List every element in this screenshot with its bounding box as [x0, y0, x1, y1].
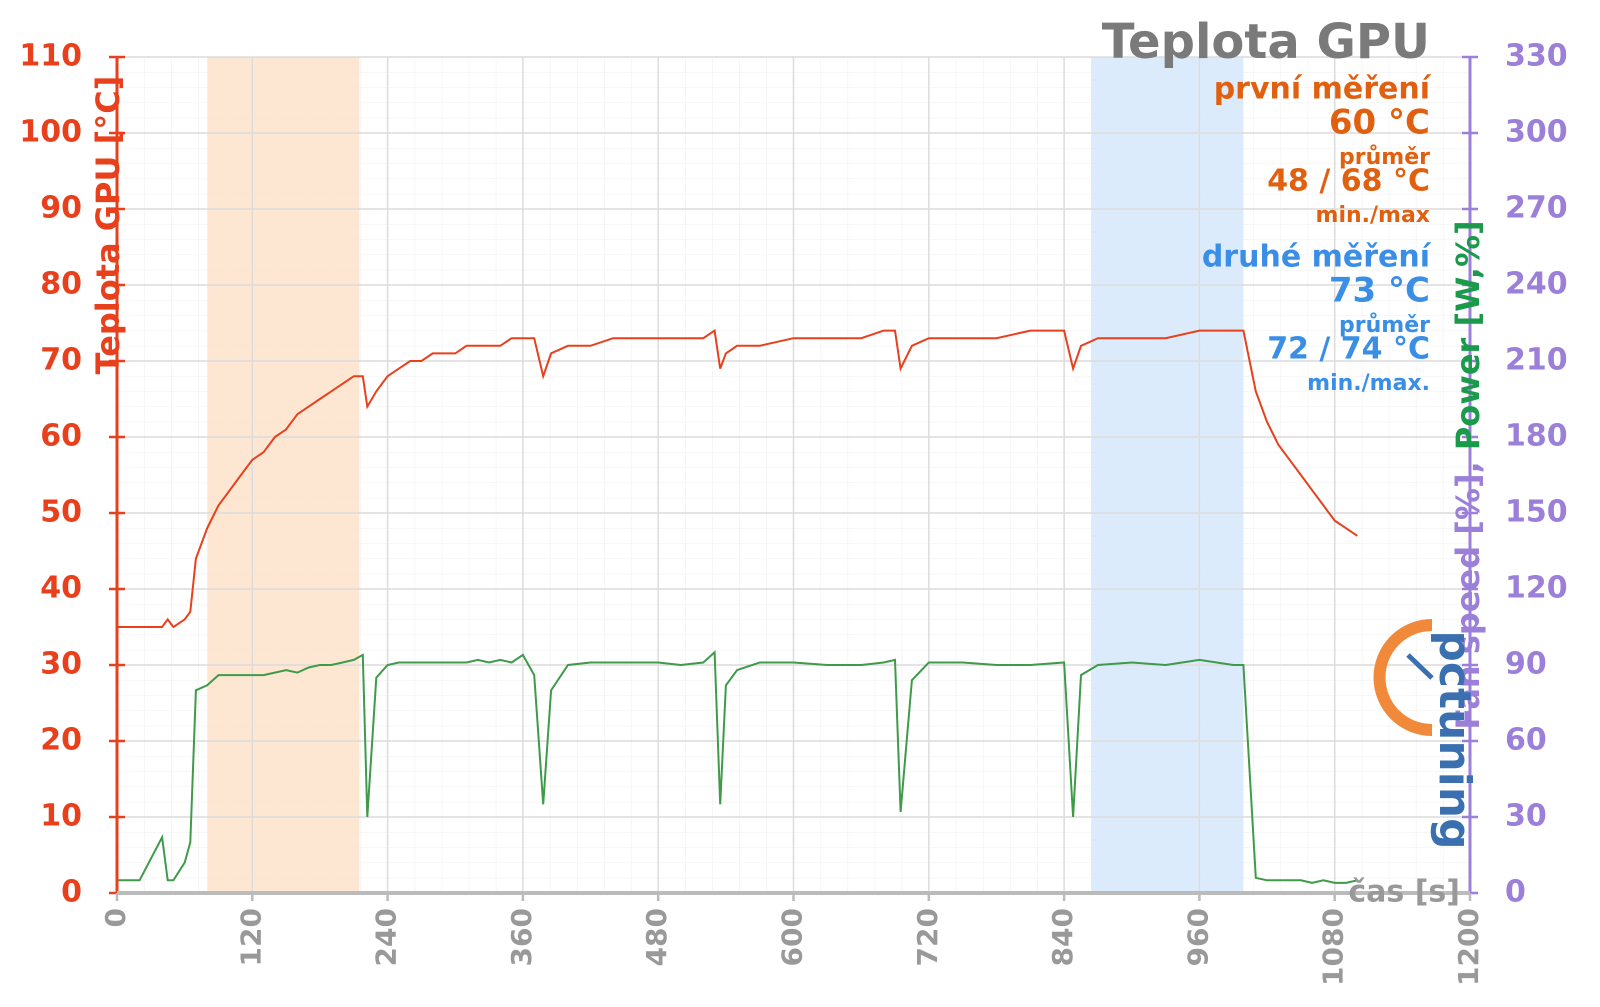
- x-axis-label: čas [s]: [1348, 875, 1460, 910]
- y2-tick-label: 240: [1505, 267, 1568, 302]
- annotation: druhé měření: [1202, 240, 1432, 275]
- y2-axis-label-part: Power [W,%]: [1449, 220, 1487, 450]
- x-tick-label: 240: [370, 908, 403, 966]
- x-tick-label: 840: [1046, 908, 1079, 966]
- x-tick-label: 360: [505, 908, 538, 966]
- y2-tick-label: 150: [1505, 495, 1568, 530]
- y-tick-label: 50: [40, 495, 82, 530]
- y-tick-label: 40: [40, 571, 82, 606]
- series-line: [117, 650, 1358, 884]
- y-tick-label: 10: [40, 799, 82, 834]
- annotation: 73 °C: [1329, 271, 1430, 311]
- y2-tick-label: 90: [1505, 647, 1547, 682]
- logo: pctuning: [1373, 619, 1480, 850]
- y-tick-label: 20: [40, 723, 82, 758]
- logo-text: pctuning: [1429, 630, 1480, 849]
- y2-tick-label: 300: [1505, 115, 1568, 150]
- y-tick-label: 0: [61, 875, 82, 910]
- series-line: [117, 328, 1358, 629]
- y-tick-label: 80: [40, 267, 82, 302]
- chart-title: Teplota GPU: [1102, 14, 1430, 70]
- y2-tick-label: 270: [1505, 191, 1568, 226]
- x-tick-label: 600: [776, 908, 809, 966]
- x-tick-label: 120: [234, 908, 267, 966]
- annotation: 48 / 68 °C: [1267, 164, 1430, 199]
- annotation: průměr: [1339, 145, 1430, 170]
- y2-axis-label: Fan speed [%], Power [W,%]: [1449, 220, 1487, 729]
- grid-layer: [116, 56, 1471, 894]
- y2-tick-label: 210: [1505, 343, 1568, 378]
- x-tick-label: 960: [1181, 908, 1214, 966]
- x-tick-label: 1080: [1317, 908, 1350, 986]
- x-tick-label: 720: [911, 908, 944, 966]
- annotation: min./max.: [1307, 371, 1430, 396]
- y2-tick-label: 0: [1505, 875, 1526, 910]
- annotation: 60 °C: [1329, 103, 1430, 143]
- y-tick-label: 90: [40, 191, 82, 226]
- logo-needle: [1406, 653, 1434, 680]
- highlight-band: [207, 57, 360, 893]
- annotation: průměr: [1339, 313, 1430, 338]
- x-tick-label: 1200: [1452, 908, 1485, 986]
- y2-tick-label: 30: [1505, 799, 1547, 834]
- line-layer: [117, 328, 1358, 884]
- highlight-band: [1091, 57, 1244, 893]
- y-tick-label: 110: [19, 39, 82, 74]
- y2-tick-label: 180: [1505, 419, 1568, 454]
- y2-tick-label: 120: [1505, 571, 1568, 606]
- x-tick-label: 480: [640, 908, 673, 966]
- y-tick-label: 60: [40, 419, 82, 454]
- background-layer: [207, 57, 1244, 893]
- y2-tick-label: 60: [1505, 723, 1547, 758]
- y-tick-label: 30: [40, 647, 82, 682]
- annotation: první měření: [1214, 72, 1432, 107]
- annotation: 72 / 74 °C: [1267, 332, 1430, 367]
- y2-axis-label-part: Fan speed [%],: [1449, 450, 1487, 730]
- y-axis-label: Teplota GPU [°C]: [89, 76, 127, 375]
- logo-arc: [1373, 619, 1433, 736]
- axis-layer: 0 10 20 30 40 50 60 70 80 90 100 110 0 30 60 90 120 150 18…: [19, 39, 1567, 986]
- y-tick-label: 100: [19, 115, 82, 150]
- y-tick-label: 70: [40, 343, 82, 378]
- y2-tick-label: 330: [1505, 39, 1568, 74]
- annotation: min./max: [1316, 203, 1430, 228]
- x-tick-label: 0: [99, 908, 132, 927]
